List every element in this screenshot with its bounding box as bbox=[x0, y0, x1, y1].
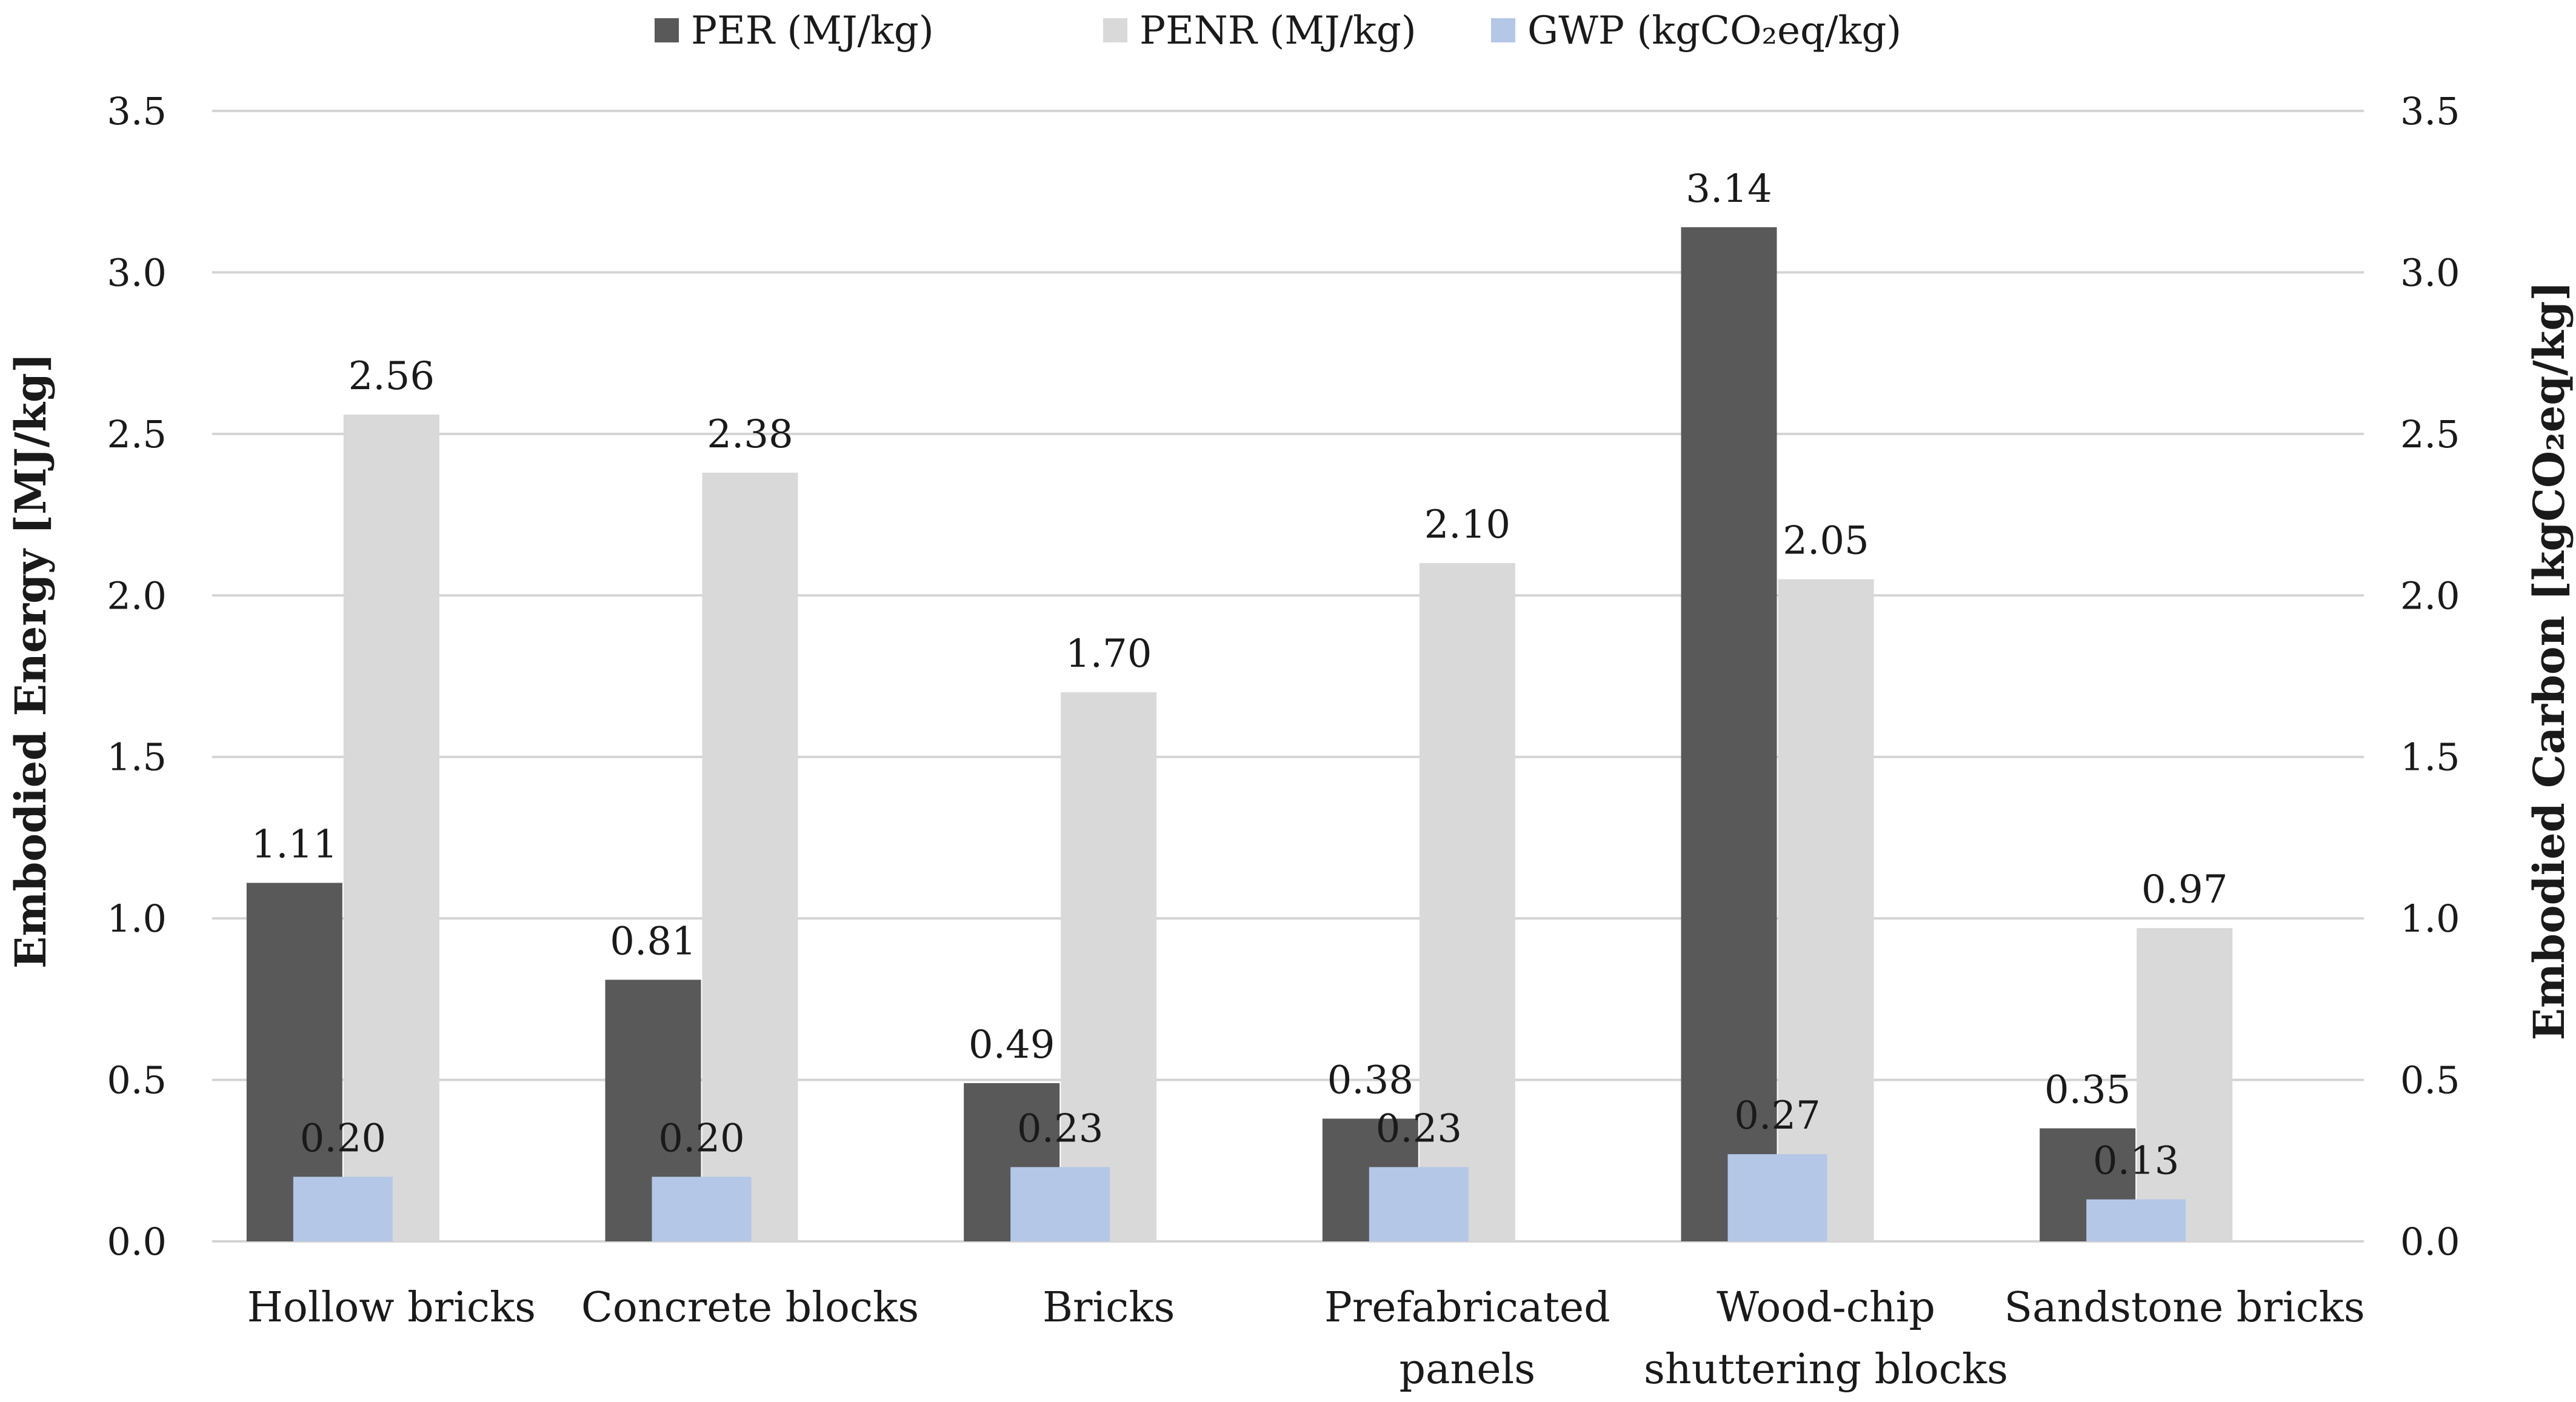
legend-swatch-gwp bbox=[1491, 18, 1515, 42]
category-label: Wood-chip shuttering blocks bbox=[1644, 1284, 2008, 1394]
bar-penr-hollow-bricks bbox=[343, 414, 439, 1241]
y-tick-label: 1.0 bbox=[107, 896, 167, 941]
y2-tick-label: 1.0 bbox=[2400, 896, 2460, 941]
bar-penr-sandstone-bricks bbox=[2137, 928, 2233, 1241]
category-axis-labels: Hollow bricks Concrete blocks Bricks Prefab… bbox=[247, 1284, 2365, 1394]
bar-penr-prefabricated-panels bbox=[1419, 563, 1515, 1241]
bar-penr-bricks bbox=[1061, 692, 1157, 1241]
data-label-per: 0.35 bbox=[2044, 1068, 2131, 1113]
bar-penr-wood-chip-shuttering-blocks bbox=[1778, 579, 1874, 1242]
y2-tick-label: 3.0 bbox=[2400, 250, 2460, 295]
bar-gwp-prefabricated-panels bbox=[1369, 1167, 1469, 1241]
y-tick-label: 3.5 bbox=[107, 89, 167, 133]
data-label-penr: 2.10 bbox=[1424, 502, 1511, 547]
data-label-gwp: 0.23 bbox=[1376, 1106, 1463, 1151]
bar-gwp-hollow-bricks bbox=[293, 1177, 393, 1241]
category-label: Prefabricated panels bbox=[1324, 1284, 1610, 1394]
data-label-gwp: 0.27 bbox=[1734, 1093, 1821, 1138]
y-tick-label: 0.5 bbox=[107, 1058, 167, 1103]
data-labels: 1.112.560.200.812.380.200.491.700.230.38… bbox=[252, 167, 2228, 1184]
data-label-gwp: 0.23 bbox=[1017, 1106, 1104, 1151]
category-label: Hollow bricks bbox=[247, 1284, 536, 1332]
category-label: Sandstone bricks bbox=[2004, 1284, 2365, 1332]
data-label-per: 0.81 bbox=[610, 919, 696, 964]
data-label-gwp: 0.13 bbox=[2093, 1139, 2180, 1184]
bar-per-wood-chip-shuttering-blocks bbox=[1681, 227, 1777, 1241]
data-label-per: 3.14 bbox=[1686, 167, 1772, 212]
bar-gwp-sandstone-bricks bbox=[2086, 1199, 2186, 1241]
y-tick-label: 2.0 bbox=[107, 573, 167, 618]
data-label-penr: 2.05 bbox=[1783, 519, 1869, 564]
y2-tick-label: 2.5 bbox=[2400, 412, 2460, 456]
y-tick-label: 3.0 bbox=[107, 250, 167, 295]
legend-swatch-penr bbox=[1103, 18, 1127, 42]
legend-label-gwp: GWP (kgCO₂eq/kg) bbox=[1527, 8, 1901, 53]
data-label-gwp: 0.20 bbox=[300, 1116, 387, 1161]
y-tick-label: 1.5 bbox=[107, 735, 167, 779]
data-label-penr: 2.56 bbox=[349, 354, 435, 399]
right-axis-ticks: 0.0 0.5 1.0 1.5 2.0 2.5 3.0 3.5 bbox=[2400, 89, 2460, 1264]
left-axis-title: Embodied Energy [MJ/kg] bbox=[5, 353, 56, 969]
bar-gwp-concrete-blocks bbox=[652, 1177, 752, 1241]
right-axis-title: Embodied Carbon [kgCO₂eq/kg] bbox=[2524, 281, 2574, 1041]
bars bbox=[246, 227, 2233, 1242]
data-label-penr: 1.70 bbox=[1066, 632, 1152, 676]
legend-label-per: PER (MJ/kg) bbox=[691, 8, 934, 53]
bar-gwp-wood-chip-shuttering-blocks bbox=[1727, 1154, 1827, 1241]
data-label-penr: 2.38 bbox=[707, 412, 793, 457]
legend-swatch-per bbox=[655, 18, 679, 42]
y-tick-label: 0.0 bbox=[107, 1220, 167, 1264]
data-label-per: 1.11 bbox=[252, 823, 338, 867]
y-tick-label: 2.5 bbox=[107, 412, 167, 456]
data-label-penr: 0.97 bbox=[2141, 867, 2228, 912]
left-axis-ticks: 0.0 0.5 1.0 1.5 2.0 2.5 3.0 3.5 bbox=[107, 89, 167, 1264]
category-label: Bricks bbox=[1043, 1284, 1175, 1332]
data-label-gwp: 0.20 bbox=[658, 1116, 745, 1161]
legend-label-penr: PENR (MJ/kg) bbox=[1140, 8, 1416, 53]
legend: PER (MJ/kg) PENR (MJ/kg) GWP (kgCO₂eq/kg) bbox=[655, 8, 1901, 53]
bar-penr-concrete-blocks bbox=[702, 472, 798, 1241]
y2-tick-label: 0.5 bbox=[2400, 1058, 2460, 1103]
y2-tick-label: 2.0 bbox=[2400, 573, 2460, 618]
y2-tick-label: 3.5 bbox=[2400, 89, 2460, 133]
category-label: Concrete blocks bbox=[581, 1284, 919, 1332]
bar-gwp-bricks bbox=[1010, 1167, 1110, 1241]
y2-tick-label: 1.5 bbox=[2400, 735, 2460, 779]
gridlines bbox=[212, 110, 2364, 1243]
data-label-per: 0.49 bbox=[969, 1023, 1055, 1067]
y2-tick-label: 0.0 bbox=[2400, 1220, 2460, 1264]
data-label-per: 0.38 bbox=[1327, 1058, 1414, 1103]
